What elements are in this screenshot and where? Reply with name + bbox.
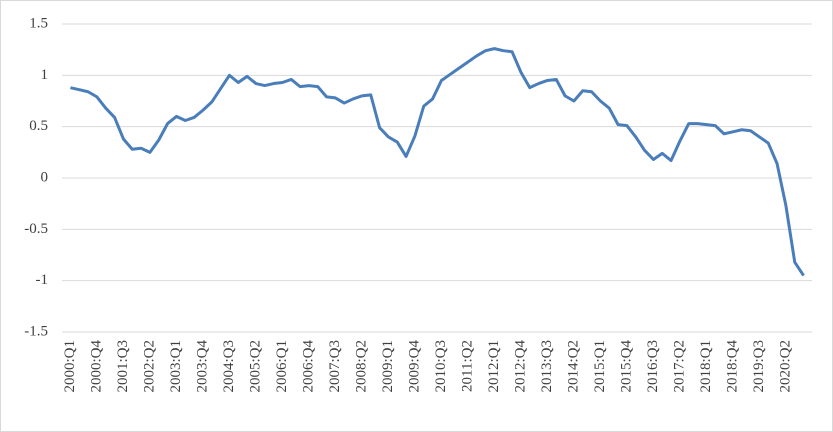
x-tick-label: 2003:Q1: [168, 340, 184, 393]
x-tick-label: 2003:Q4: [194, 340, 210, 393]
x-tick-label: 2000:Q4: [88, 340, 104, 393]
x-tick-label: 2012:Q4: [512, 340, 528, 393]
x-tick-label: 2018:Q1: [698, 340, 714, 393]
y-tick-label: -1.5: [24, 323, 48, 339]
x-tick-label: 2018:Q4: [724, 340, 740, 393]
x-tick-label: 2006:Q4: [300, 340, 316, 393]
x-tick-label: 2015:Q4: [618, 340, 634, 393]
x-tick-label: 2002:Q2: [141, 340, 157, 393]
y-tick-label: 1.5: [29, 15, 48, 31]
x-tick-label: 2019:Q3: [751, 340, 767, 393]
x-tick-label: 2004:Q3: [221, 340, 237, 393]
x-tick-label: 2013:Q3: [539, 340, 555, 393]
y-tick-label: 0: [41, 169, 49, 185]
x-tick-label: 2011:Q2: [459, 340, 475, 392]
x-tick-label: 2020:Q2: [777, 340, 793, 393]
x-tick-label: 2014:Q2: [565, 340, 581, 393]
x-tick-label: 2007:Q3: [327, 340, 343, 393]
x-tick-label: 2010:Q3: [433, 340, 449, 393]
x-tick-label: 2015:Q1: [592, 340, 608, 393]
x-tick-label: 2017:Q2: [671, 340, 687, 393]
x-tick-label: 2009:Q4: [406, 340, 422, 393]
x-tick-label: 2009:Q1: [380, 340, 396, 393]
x-tick-label: 2001:Q3: [115, 340, 131, 393]
x-tick-label: 2005:Q2: [247, 340, 263, 393]
y-tick-label: -0.5: [24, 221, 48, 237]
x-tick-label: 2012:Q1: [486, 340, 502, 393]
x-tick-label: 2006:Q1: [274, 340, 290, 393]
y-tick-label: 0.5: [29, 118, 48, 134]
series-line: [70, 47, 805, 277]
x-tick-label: 2000:Q1: [62, 340, 78, 393]
y-tick-label: -1: [36, 272, 49, 288]
y-tick-label: 1: [41, 67, 49, 83]
x-tick-label: 2016:Q3: [645, 340, 661, 393]
x-tick-label: 2008:Q2: [353, 340, 369, 393]
